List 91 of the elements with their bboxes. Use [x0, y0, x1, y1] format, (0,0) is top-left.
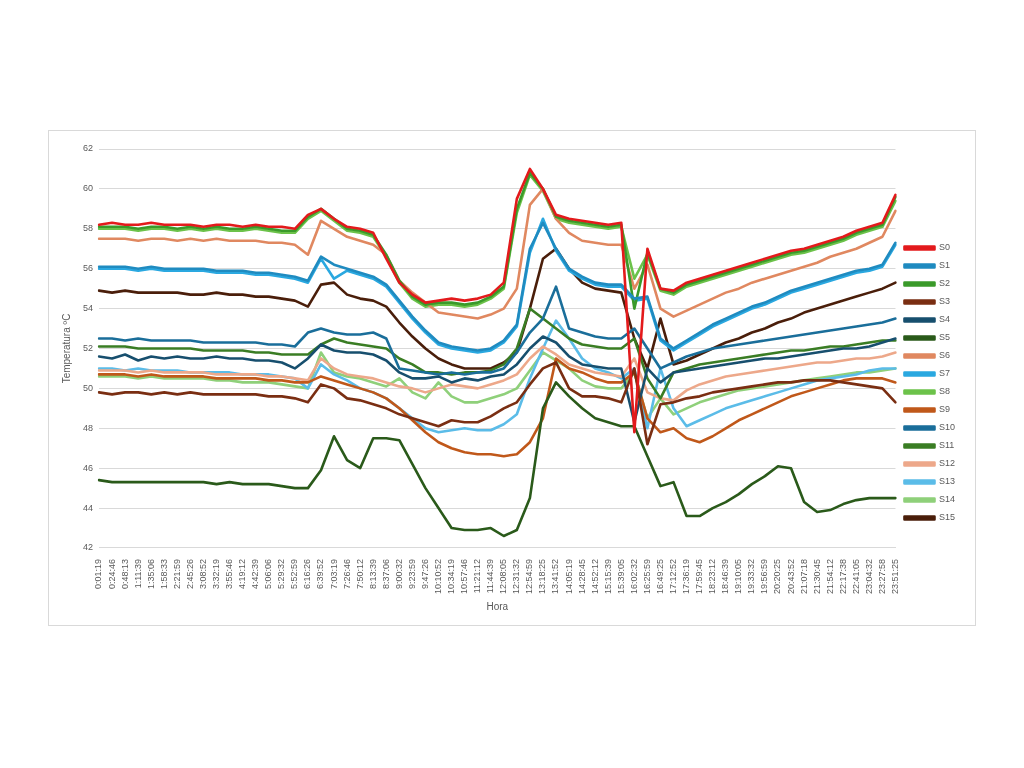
x-tick-label: 22:41:05: [850, 558, 861, 595]
x-tick-label: 10:34:19: [446, 558, 457, 595]
x-tick-label: 17:59:45: [694, 558, 705, 595]
y-tick-label: 52: [83, 342, 94, 353]
x-tick-label: 2:45:26: [184, 558, 195, 589]
legend-label: S5: [938, 332, 950, 343]
x-tick-label: 14:28:45: [576, 558, 587, 595]
y-tick-label: 44: [83, 502, 94, 513]
x-tick-label: 13:41:52: [550, 558, 561, 595]
legend-label: S12: [938, 458, 955, 469]
legend-label: S13: [938, 476, 955, 487]
x-tick-label: 10:57:46: [459, 558, 470, 595]
x-tick-label: 11:44:39: [485, 558, 496, 594]
legend-label: S3: [938, 296, 950, 307]
legend-label: S15: [938, 512, 955, 523]
x-axis-title: Hora: [486, 600, 509, 612]
x-tick-label: 22:17:38: [837, 558, 848, 595]
x-tick-label: 7:26:46: [341, 558, 352, 589]
x-tick-label: 18:46:39: [720, 558, 731, 595]
x-tick-label: 0:24:46: [106, 558, 117, 589]
x-tick-label: 17:36:19: [681, 558, 692, 595]
x-tick-label: 6:39:52: [315, 558, 326, 589]
y-tick-label: 42: [83, 542, 94, 553]
x-tick-label: 10:10:52: [432, 558, 443, 595]
y-axis-title: Temperatura ºC: [60, 313, 72, 384]
x-tick-label: 5:52:59: [289, 558, 300, 589]
x-tick-label: 12:08:05: [498, 558, 509, 595]
x-tick-label: 21:07:18: [798, 558, 809, 595]
legend-label: S6: [938, 350, 950, 361]
x-tick-label: 8:13:39: [367, 558, 378, 589]
x-tick-label: 5:29:32: [276, 558, 287, 589]
x-tick-label: 17:12:52: [668, 558, 678, 595]
x-tick-label: 23:51:25: [889, 558, 900, 595]
x-tick-label: 4:19:12: [237, 558, 248, 589]
x-tick-label: 9:00:32: [393, 558, 404, 589]
legend-label: S10: [938, 422, 955, 433]
x-tick-label: 6:16:26: [302, 558, 313, 589]
legend-label: S9: [938, 404, 950, 415]
x-tick-label: 19:33:32: [746, 558, 757, 595]
x-tick-label: 16:25:59: [641, 558, 652, 595]
x-tick-label: 21:30:45: [811, 558, 822, 595]
x-tick-label: 3:32:19: [211, 558, 222, 589]
x-tick-label: 19:10:05: [733, 558, 744, 595]
y-tick-label: 48: [83, 422, 94, 433]
x-tick-label: 0:01:19: [93, 558, 104, 589]
legend-label: S11: [938, 440, 955, 451]
x-tick-label: 14:52:12: [589, 558, 600, 595]
x-tick-label: 21:54:12: [824, 558, 835, 595]
x-tick-label: 20:43:52: [785, 558, 796, 595]
x-tick-label: 1:35:06: [145, 558, 156, 589]
y-tick-label: 62: [83, 143, 94, 154]
x-tick-label: 16:49:25: [654, 558, 665, 595]
y-tick-label: 54: [83, 303, 94, 314]
x-tick-label: 23:27:58: [876, 558, 887, 595]
x-tick-label: 5:06:06: [263, 558, 274, 589]
x-tick-label: 11:21:12: [472, 558, 483, 594]
y-tick-label: 46: [83, 462, 94, 473]
legend-label: S14: [938, 494, 955, 505]
x-tick-label: 9:23:59: [406, 558, 417, 589]
y-tick-label: 60: [83, 183, 94, 194]
x-tick-label: 23:04:32: [863, 558, 874, 595]
x-tick-label: 14:05:19: [563, 558, 574, 595]
x-tick-label: 19:56:59: [759, 558, 770, 595]
x-tick-label: 15:15:39: [602, 558, 613, 595]
x-tick-label: 18:23:12: [707, 558, 718, 595]
x-tick-label: 12:54:59: [524, 558, 535, 595]
x-tick-label: 4:42:39: [250, 558, 261, 589]
legend-label: S8: [938, 386, 950, 397]
x-tick-label: 20:20:25: [772, 558, 783, 595]
x-tick-label: 1:11:39: [132, 558, 143, 589]
y-tick-label: 58: [83, 223, 94, 234]
y-tick-label: 56: [83, 263, 94, 274]
y-tick-label: 50: [83, 382, 94, 393]
x-tick-label: 9:47:26: [419, 558, 430, 589]
x-tick-label: 16:02:32: [628, 558, 639, 595]
x-tick-label: 12:31:32: [511, 558, 522, 595]
x-tick-label: 7:50:12: [354, 558, 365, 589]
x-tick-label: 0:48:13: [119, 558, 130, 589]
x-tick-label: 3:08:52: [197, 558, 208, 589]
x-tick-label: 2:21:59: [171, 558, 182, 589]
x-tick-label: 3:55:46: [224, 558, 235, 589]
x-tick-label: 8:37:06: [380, 558, 391, 589]
x-tick-label: 13:18:25: [537, 558, 548, 595]
legend-label: S4: [938, 314, 950, 325]
legend-label: S1: [938, 260, 950, 271]
x-tick-label: 7:03:19: [328, 558, 339, 589]
x-tick-label: 1:58:33: [158, 558, 169, 589]
legend-label: S0: [938, 242, 950, 253]
legend-label: S7: [938, 368, 950, 379]
x-tick-label: 15:39:05: [615, 558, 626, 595]
legend-label: S2: [938, 278, 950, 289]
